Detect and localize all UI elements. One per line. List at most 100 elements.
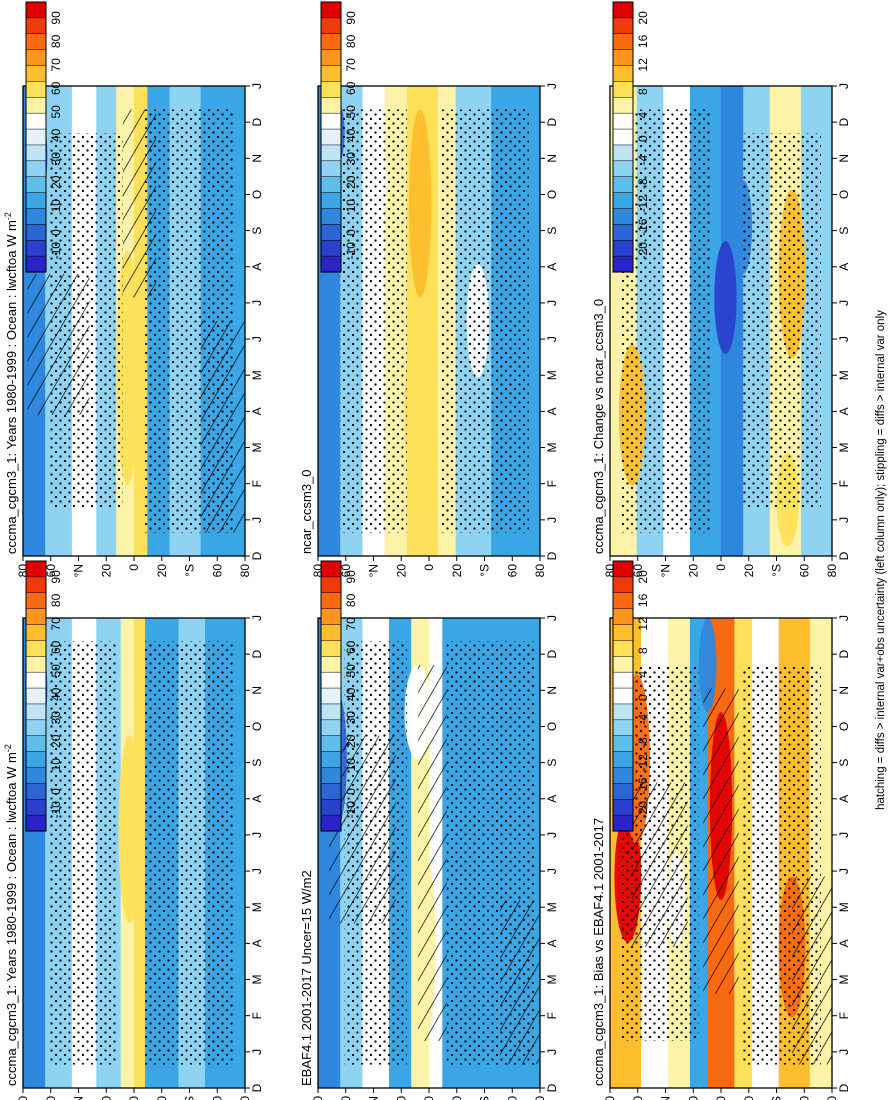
colorbar-swatch xyxy=(320,751,342,769)
colorbar-swatch xyxy=(612,17,634,35)
x-tick-label: D xyxy=(250,551,264,560)
hatching-overlay xyxy=(500,900,540,1065)
y-tick-label: 80 xyxy=(16,1096,30,1100)
colorbar-swatch xyxy=(25,176,47,194)
y-tick-label: 80 xyxy=(238,564,252,578)
colorbar-tick-label: -4 xyxy=(636,713,650,724)
x-tick-label: D xyxy=(837,1083,851,1092)
colorbar-tick-label: 20 xyxy=(636,11,650,25)
x-tick-label: A xyxy=(837,795,851,803)
y-tick-label: 60 xyxy=(210,564,224,578)
colorbar-tick-label: 60 xyxy=(344,81,358,95)
y-tick-label: °N xyxy=(367,564,381,577)
stippling-overlay xyxy=(49,641,117,1065)
y-tick-label: 80 xyxy=(825,564,839,578)
colorbar-swatch xyxy=(320,671,342,689)
colorbar-tick-label: 80 xyxy=(344,593,358,607)
x-tick-label: J xyxy=(250,615,264,621)
colorbar-swatch xyxy=(320,112,342,130)
y-tick-label: 0 xyxy=(714,564,728,571)
colorbar-swatch xyxy=(25,160,47,178)
x-tick-label: J xyxy=(250,868,264,874)
x-tick-label: N xyxy=(250,686,264,695)
colorbar-swatch xyxy=(612,798,634,816)
y-tick-label: 20 xyxy=(686,564,700,578)
y-tick-label: 80 xyxy=(533,564,547,578)
x-tick-label: J xyxy=(837,615,851,621)
colorbar-swatch xyxy=(25,65,47,82)
footer-note: hatching = diffs > internal var+obs unce… xyxy=(875,310,887,810)
x-tick-label: A xyxy=(545,939,559,947)
colorbar-swatch xyxy=(320,592,342,610)
colorbar-tick-label: 0 xyxy=(344,229,358,236)
x-tick-label: O xyxy=(837,722,851,731)
panel-p3: D J F M A M J J A S O N D J 80 60 °N 20 0 20 °S 60 80 EBAF4.1 2… xyxy=(299,560,559,1100)
x-tick-label: J xyxy=(545,83,559,89)
title-superscript: -2 xyxy=(3,212,13,220)
colorbar-tick-label: 0 xyxy=(49,229,63,236)
colorbar-swatch xyxy=(320,192,342,210)
colorbar-tick-label: 10 xyxy=(49,758,63,772)
y-tick-label: 0 xyxy=(422,1096,436,1100)
colorbar-tick-label: 40 xyxy=(344,687,358,701)
title-superscript: -2 xyxy=(3,744,13,752)
panel-p1: D J F M A M J J A S O N D J 80 60 °N 20 0 20 °S 60 80 cccma_cgc… xyxy=(3,1,264,578)
hatching-overlay xyxy=(632,782,688,947)
y-tick-label: 0 xyxy=(127,1096,141,1100)
y-tick-label: 60 xyxy=(631,564,645,578)
colorbar-swatch xyxy=(25,640,47,657)
colorbar-frame xyxy=(612,560,634,832)
colorbar-swatch xyxy=(320,65,342,82)
colorbar-swatch xyxy=(25,128,47,146)
y-tick-label: 80 xyxy=(238,1096,252,1100)
colorbar-tick-label: 50 xyxy=(344,664,358,678)
colorbar-swatch xyxy=(25,33,47,51)
x-tick-label: O xyxy=(545,722,559,731)
colorbar: 90 80 70 60 50 40 30 20 10 0 -10 xyxy=(320,560,358,832)
colorbar-tick-label: 12 xyxy=(636,58,650,72)
y-tick-label: 60 xyxy=(797,564,811,578)
colorbar: 90 80 70 60 50 40 30 20 10 0 -10 xyxy=(25,1,63,273)
x-tick-label: O xyxy=(250,722,264,731)
x-tick-label: O xyxy=(545,190,559,199)
colorbar-swatch xyxy=(25,112,47,130)
x-tick-label: J xyxy=(250,832,264,838)
x-tick-label: A xyxy=(545,407,559,415)
x-tick-label: J xyxy=(545,336,559,342)
colorbar-swatch xyxy=(612,703,634,721)
y-tick-label: 80 xyxy=(311,1096,325,1100)
y-tick-label: 80 xyxy=(603,1096,617,1100)
colorbar-tick-label: 0 xyxy=(636,694,650,701)
x-tick-label: M xyxy=(545,975,559,985)
y-tick-label: °N xyxy=(659,1096,673,1100)
colorbar-swatch xyxy=(612,735,634,753)
panel-field xyxy=(610,86,832,556)
colorbar-tick-label: 70 xyxy=(49,617,63,631)
colorbar-swatch xyxy=(612,239,634,257)
colorbar-tick-label: 16 xyxy=(636,593,650,607)
colorbar: 20 16 12 8 4 0 -4 -8 -12 -16 -20 xyxy=(612,1,650,273)
x-tick-label: J xyxy=(545,1049,559,1055)
colorbar-swatch xyxy=(612,751,634,769)
x-tick-label: S xyxy=(837,227,851,235)
colorbar-swatch xyxy=(320,208,342,225)
colorbar-swatch xyxy=(25,576,47,594)
colorbar: 90 80 70 60 50 40 30 20 10 0 -10 xyxy=(25,560,63,832)
x-tick-label: F xyxy=(837,1012,851,1019)
colorbar-tick-label: 90 xyxy=(49,570,63,584)
field-feature xyxy=(714,241,737,354)
x-tick-label: D xyxy=(250,649,264,658)
colorbar-swatch xyxy=(612,783,634,800)
colorbar-swatch xyxy=(612,65,634,82)
colorbar-tick-label: 20 xyxy=(344,734,358,748)
x-tick-label: J xyxy=(250,300,264,306)
colorbar-tick-label: 30 xyxy=(49,152,63,166)
x-tick-label: A xyxy=(250,407,264,415)
colorbar-tick-label: -10 xyxy=(49,801,63,819)
x-tick-label: F xyxy=(545,480,559,487)
y-tick-label: 20 xyxy=(99,1096,113,1100)
x-tick-label: A xyxy=(837,407,851,415)
y-tick-label: 60 xyxy=(631,1096,645,1100)
